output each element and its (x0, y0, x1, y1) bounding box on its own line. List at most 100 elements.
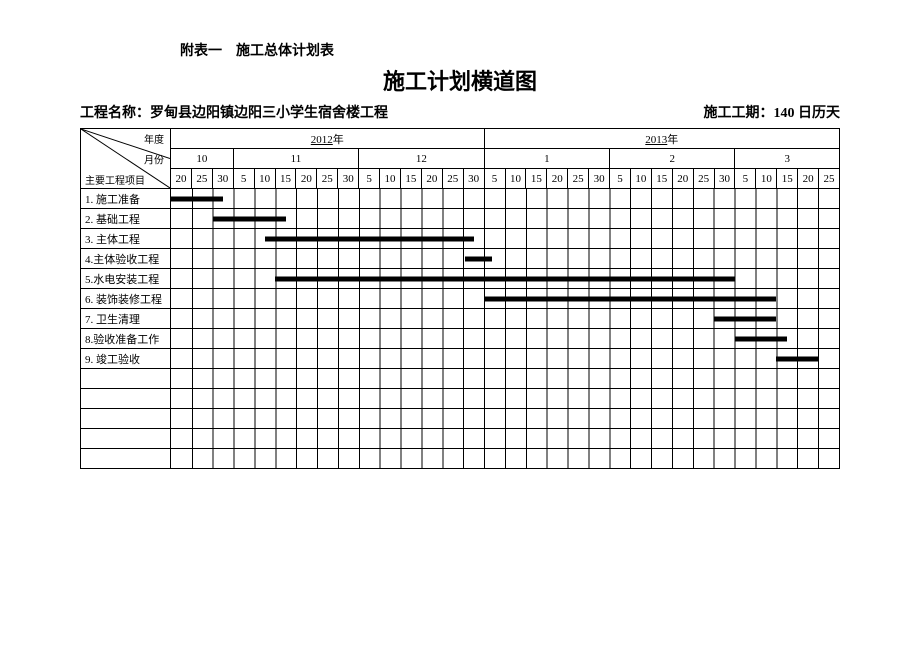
task-label: 5.水电安装工程 (81, 269, 171, 289)
task-label (81, 449, 171, 469)
task-label: 2. 基础工程 (81, 209, 171, 229)
corner-year-label: 年度 (144, 131, 164, 146)
task-row: 8.验收准备工作 (81, 329, 840, 349)
gantt-track (171, 249, 840, 269)
day-header: 25 (317, 169, 338, 189)
task-label: 7. 卫生清理 (81, 309, 171, 329)
gantt-table: 年度月份主要工程项目2012年2013年10111212320253051015… (80, 128, 840, 469)
day-header: 30 (338, 169, 359, 189)
day-header: 20 (547, 169, 568, 189)
day-header: 25 (442, 169, 463, 189)
task-label (81, 429, 171, 449)
gantt-bar (714, 316, 777, 321)
day-header: 15 (651, 169, 672, 189)
gantt-track (171, 369, 840, 389)
day-header: 20 (296, 169, 317, 189)
meta-row: 工程名称：罗甸县边阳镇边阳三小学生宿舍楼工程 施工工期：140 日历天 (80, 102, 840, 122)
gantt-track (171, 189, 840, 209)
task-row: 9. 竣工验收 (81, 349, 840, 369)
day-header: 15 (777, 169, 798, 189)
task-row (81, 449, 840, 469)
corner-cell: 年度月份主要工程项目 (81, 129, 171, 189)
day-header: 10 (380, 169, 401, 189)
task-row: 2. 基础工程 (81, 209, 840, 229)
task-label (81, 409, 171, 429)
task-row: 3. 主体工程 (81, 229, 840, 249)
day-header: 25 (693, 169, 714, 189)
day-header: 10 (756, 169, 777, 189)
day-header: 10 (505, 169, 526, 189)
day-header: 5 (610, 169, 631, 189)
gantt-bar (776, 356, 818, 361)
day-header: 25 (819, 169, 840, 189)
day-header: 30 (714, 169, 735, 189)
task-label: 3. 主体工程 (81, 229, 171, 249)
gantt-bar (735, 336, 787, 341)
day-header: 5 (233, 169, 254, 189)
month-header: 2 (610, 149, 735, 169)
day-header: 20 (421, 169, 442, 189)
task-row (81, 369, 840, 389)
day-header: 30 (212, 169, 233, 189)
day-header: 30 (463, 169, 484, 189)
chart-title: 施工计划横道图 (80, 64, 840, 96)
task-row (81, 429, 840, 449)
day-header: 25 (568, 169, 589, 189)
gantt-track (171, 449, 840, 469)
duration: 施工工期：140 日历天 (704, 102, 841, 122)
day-header: 20 (798, 169, 819, 189)
day-header: 5 (735, 169, 756, 189)
month-header: 12 (359, 149, 484, 169)
day-header: 5 (359, 169, 380, 189)
task-label: 4.主体验收工程 (81, 249, 171, 269)
day-header: 10 (630, 169, 651, 189)
gantt-track (171, 389, 840, 409)
gantt-bar (465, 256, 492, 261)
task-row: 1. 施工准备 (81, 189, 840, 209)
task-row: 7. 卫生清理 (81, 309, 840, 329)
gantt-bar (265, 236, 474, 241)
day-header: 10 (254, 169, 275, 189)
task-label: 9. 竣工验收 (81, 349, 171, 369)
task-label: 6. 装饰装修工程 (81, 289, 171, 309)
gantt-track (171, 269, 840, 289)
gantt-track (171, 409, 840, 429)
day-header: 15 (400, 169, 421, 189)
corner-task-label: 主要工程项目 (85, 172, 145, 187)
task-label: 1. 施工准备 (81, 189, 171, 209)
gantt-track (171, 329, 840, 349)
day-header: 15 (275, 169, 296, 189)
month-header: 11 (233, 149, 358, 169)
task-row: 5.水电安装工程 (81, 269, 840, 289)
day-header: 30 (589, 169, 610, 189)
gantt-track (171, 429, 840, 449)
gantt-bar (213, 216, 286, 221)
task-row: 4.主体验收工程 (81, 249, 840, 269)
task-row: 6. 装饰装修工程 (81, 289, 840, 309)
gantt-track (171, 309, 840, 329)
gantt-track (171, 349, 840, 369)
day-header: 15 (526, 169, 547, 189)
gantt-bar (484, 296, 776, 301)
task-label (81, 389, 171, 409)
month-header: 1 (484, 149, 609, 169)
day-header: 5 (484, 169, 505, 189)
day-header: 20 (672, 169, 693, 189)
month-header: 3 (735, 149, 840, 169)
task-row (81, 409, 840, 429)
gantt-bar (171, 196, 223, 201)
year-header: 2013年 (484, 129, 839, 149)
gantt-track (171, 289, 840, 309)
gantt-bar (275, 276, 734, 281)
day-header: 20 (171, 169, 192, 189)
gantt-track (171, 229, 840, 249)
task-label: 8.验收准备工作 (81, 329, 171, 349)
appendix-subtitle: 附表一 施工总体计划表 (80, 40, 840, 60)
corner-month-label: 月份 (144, 151, 164, 166)
gantt-track (171, 209, 840, 229)
project-name: 工程名称：罗甸县边阳镇边阳三小学生宿舍楼工程 (80, 102, 388, 122)
month-header: 10 (171, 149, 234, 169)
year-header: 2012年 (171, 129, 485, 149)
task-label (81, 369, 171, 389)
task-row (81, 389, 840, 409)
